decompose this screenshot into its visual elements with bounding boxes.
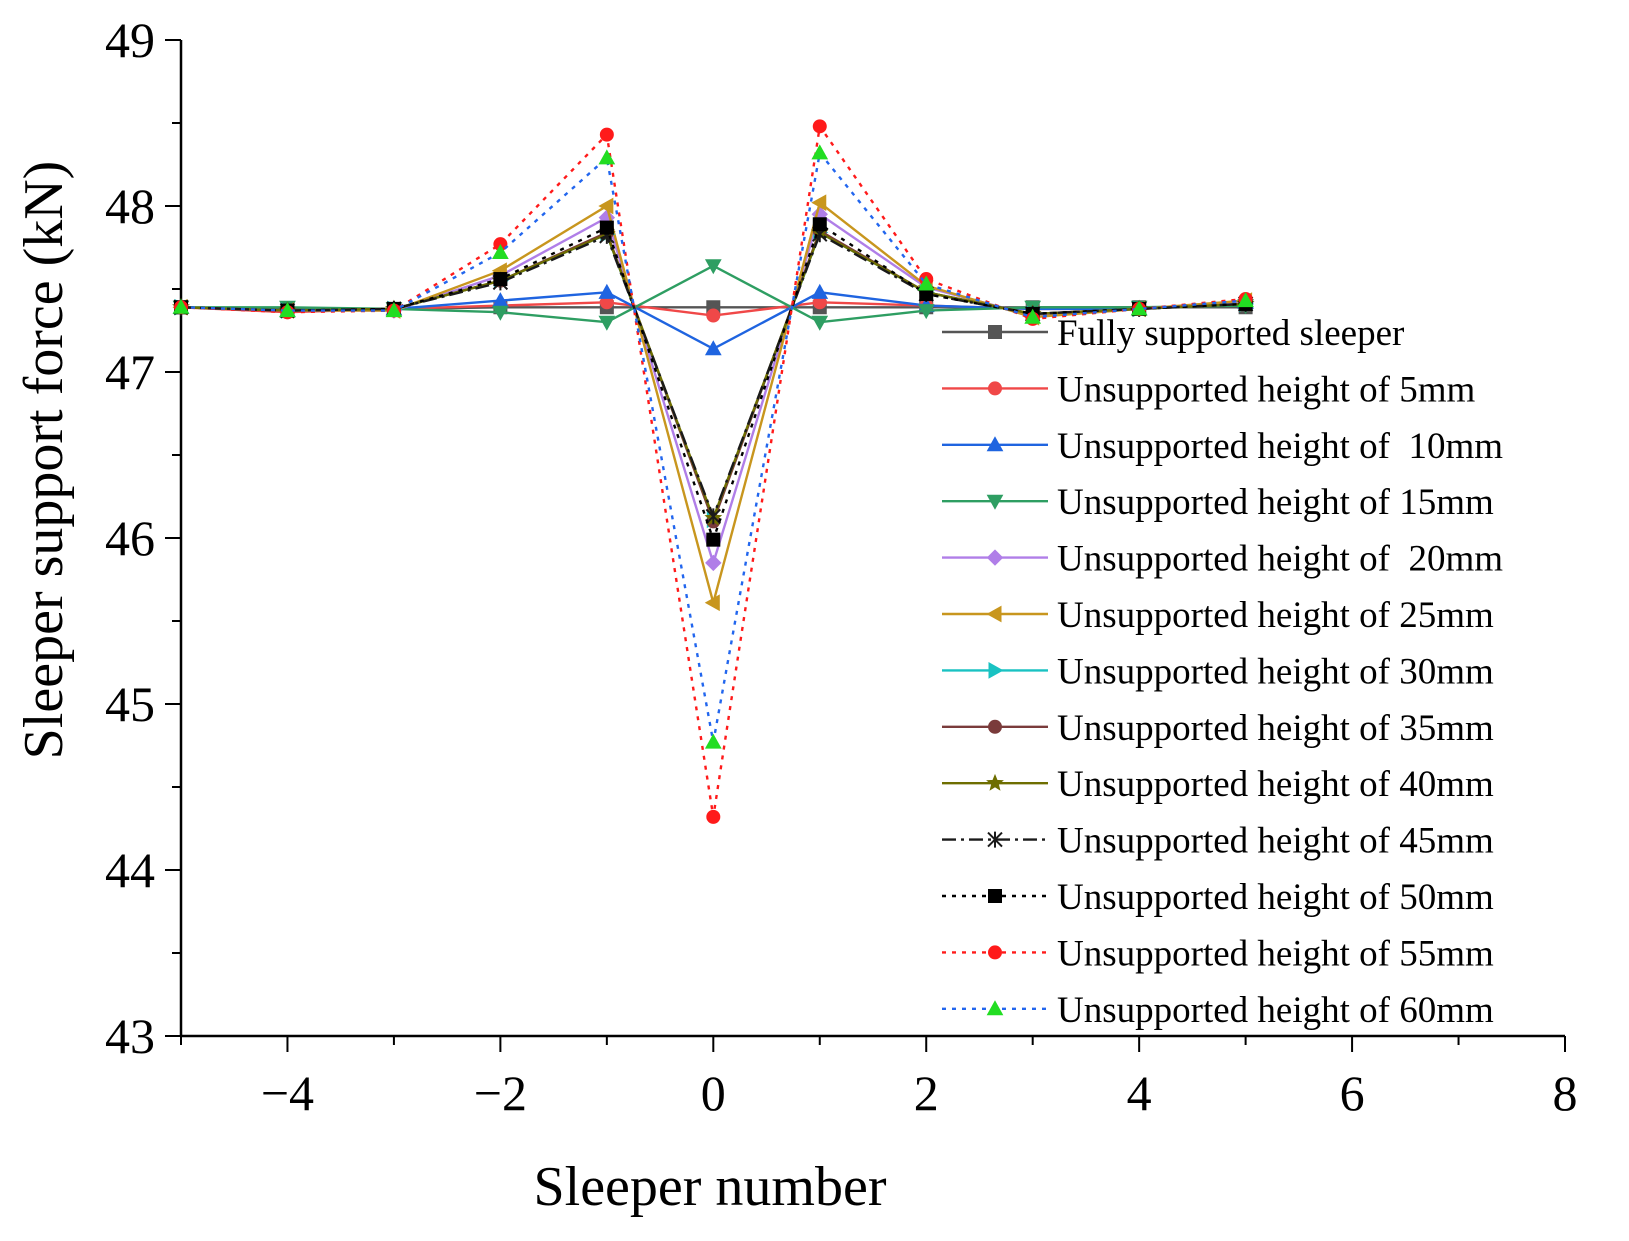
legend-label: Unsupported height of 35mm bbox=[1057, 708, 1494, 749]
legend-label: Unsupported height of 10mm bbox=[1057, 426, 1503, 467]
legend-marker bbox=[986, 494, 1004, 510]
legend-marker bbox=[988, 719, 1002, 734]
data-point bbox=[704, 594, 720, 612]
legend-marker bbox=[988, 325, 1002, 339]
x-axis-title: Sleeper number bbox=[534, 1156, 887, 1218]
legend-label: Unsupported height of 55mm bbox=[1057, 933, 1494, 974]
y-tick-label: 47 bbox=[105, 344, 155, 400]
x-tick-label: −2 bbox=[474, 1065, 527, 1121]
legend-item: Unsupported height of 35mm bbox=[942, 708, 1494, 749]
y-tick-label: 48 bbox=[105, 178, 155, 234]
y-tick-label: 44 bbox=[105, 842, 155, 898]
legend-item: Unsupported height of 20mm bbox=[942, 539, 1503, 580]
data-point bbox=[492, 305, 509, 321]
data-point bbox=[492, 243, 509, 259]
data-point bbox=[706, 532, 721, 547]
data-point bbox=[811, 283, 829, 299]
legend-marker bbox=[988, 662, 1004, 679]
legend-label: Unsupported height of 45mm bbox=[1057, 821, 1494, 862]
data-point bbox=[706, 809, 721, 824]
y-tick-label: 49 bbox=[105, 12, 155, 68]
legend-item: Unsupported height of 25mm bbox=[942, 595, 1494, 636]
legend-item: Unsupported height of 5mm bbox=[942, 369, 1475, 410]
series-layer bbox=[172, 119, 1255, 824]
legend-label: Unsupported height of 15mm bbox=[1057, 482, 1494, 523]
y-tick-label: 43 bbox=[105, 1008, 155, 1064]
data-point bbox=[704, 340, 722, 356]
legend-marker bbox=[986, 605, 1002, 623]
legend-label: Unsupported height of 40mm bbox=[1057, 764, 1494, 805]
data-point bbox=[598, 283, 616, 299]
x-tick-label: 2 bbox=[914, 1065, 939, 1121]
data-point bbox=[172, 298, 190, 314]
legend-label: Unsupported height of 20mm bbox=[1057, 539, 1503, 580]
data-point bbox=[704, 259, 722, 275]
data-point bbox=[598, 315, 616, 331]
x-tick-label: 4 bbox=[1127, 1065, 1152, 1121]
legend-marker bbox=[988, 889, 1002, 903]
data-point bbox=[598, 197, 614, 215]
data-point bbox=[1237, 292, 1254, 308]
x-tick-label: 8 bbox=[1553, 1065, 1578, 1121]
legend-item: Unsupported height of 10mm bbox=[942, 426, 1503, 467]
legend-label: Unsupported height of 25mm bbox=[1057, 595, 1494, 636]
x-tick-label: 0 bbox=[701, 1065, 726, 1121]
legend-marker bbox=[986, 773, 1004, 791]
legend-marker bbox=[988, 945, 1002, 960]
data-point bbox=[811, 194, 827, 212]
data-point bbox=[812, 217, 827, 232]
legend-marker bbox=[986, 1000, 1004, 1016]
data-point bbox=[598, 149, 616, 165]
legend-marker bbox=[987, 831, 1003, 848]
legend-item: Unsupported height of 30mm bbox=[942, 651, 1494, 692]
legend-item: Unsupported height of 50mm bbox=[942, 877, 1494, 918]
data-point bbox=[279, 302, 296, 318]
x-tick-label: 6 bbox=[1340, 1065, 1365, 1121]
data-point bbox=[705, 508, 722, 525]
legend-label: Unsupported height of 50mm bbox=[1057, 877, 1494, 918]
legend-marker bbox=[986, 436, 1004, 452]
data-point bbox=[811, 144, 829, 160]
series-13 bbox=[172, 144, 1254, 749]
legend-label: Unsupported height of 30mm bbox=[1057, 651, 1494, 692]
data-point bbox=[705, 554, 722, 572]
data-point bbox=[811, 315, 829, 331]
data-point bbox=[812, 119, 827, 134]
data-point bbox=[493, 272, 508, 287]
legend-item: Unsupported height of 60mm bbox=[942, 990, 1494, 1031]
data-point bbox=[599, 220, 614, 235]
legend: Fully supported sleeper Unsupported heigh… bbox=[942, 313, 1503, 1031]
x-tick-label: −4 bbox=[261, 1065, 314, 1121]
legend-item: Unsupported height of 15mm bbox=[942, 482, 1494, 523]
legend-label: Unsupported height of 60mm bbox=[1057, 990, 1494, 1031]
y-tick-label: 45 bbox=[105, 676, 155, 732]
data-point bbox=[1024, 308, 1042, 324]
legend-label: Fully supported sleeper bbox=[1057, 313, 1404, 354]
legend-item: Fully supported sleeper bbox=[942, 313, 1404, 354]
y-axis-title: Sleeper support force (kN) bbox=[13, 161, 75, 760]
legend-marker bbox=[986, 549, 1004, 566]
legend-item: Unsupported height of 40mm bbox=[942, 764, 1494, 805]
legend-item: Unsupported height of 55mm bbox=[942, 933, 1494, 974]
legend-item: Unsupported height of 45mm bbox=[942, 821, 1494, 862]
data-point bbox=[917, 275, 935, 291]
legend-label: Unsupported height of 5mm bbox=[1057, 369, 1475, 410]
data-point bbox=[704, 733, 722, 749]
y-tick-label: 46 bbox=[105, 510, 155, 566]
data-point bbox=[385, 302, 403, 318]
data-point bbox=[599, 127, 614, 142]
legend-marker bbox=[988, 381, 1002, 396]
data-point bbox=[1130, 300, 1148, 316]
data-point bbox=[917, 304, 935, 320]
data-point bbox=[706, 308, 721, 323]
